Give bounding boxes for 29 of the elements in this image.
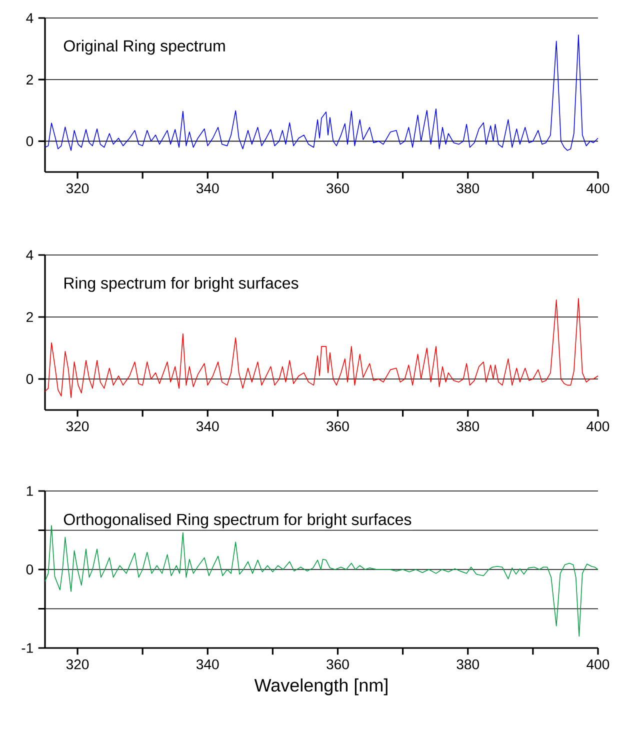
- text: Original Ring spectrum: [64, 40, 225, 55]
- y-tick-label: 0: [26, 136, 34, 146]
- y-tick-label: 0: [26, 564, 34, 574]
- x-tick-label: 340: [196, 659, 219, 670]
- y-tick-label: 4: [26, 250, 34, 260]
- y-tick-label: -1: [22, 643, 33, 653]
- line-series: [44, 34, 598, 151]
- text: Ring spectrum for bright surfaces: [64, 276, 298, 292]
- x-tick-label: 340: [196, 183, 219, 194]
- x-tick-label: 360: [326, 421, 349, 432]
- x-tick-label: 340: [196, 421, 219, 432]
- x-tick-label: 400: [586, 183, 610, 194]
- x-tick-label: 380: [456, 183, 479, 194]
- y-tick-label: 2: [26, 312, 33, 322]
- x-tick-label: 360: [326, 183, 349, 194]
- x-tick-label: 400: [586, 659, 610, 670]
- y-tick-label: 0: [26, 374, 34, 384]
- y-tick-label: 4: [26, 13, 34, 23]
- x-tick-label: 320: [66, 183, 89, 194]
- x-tick-label: 380: [456, 421, 479, 432]
- x-axis-title: Wavelength [nm]: [254, 678, 388, 696]
- y-tick-label: 2: [26, 74, 33, 84]
- x-tick-label: 400: [586, 421, 610, 432]
- x-tick-label: 320: [66, 421, 89, 432]
- x-tick-label: 360: [326, 659, 349, 670]
- y-tick-label: 1: [26, 486, 33, 496]
- x-tick-label: 320: [66, 659, 89, 670]
- x-tick-label: 380: [456, 659, 479, 670]
- text: Orthogonalised Ring spectrum for bright surfaces: [64, 513, 412, 528]
